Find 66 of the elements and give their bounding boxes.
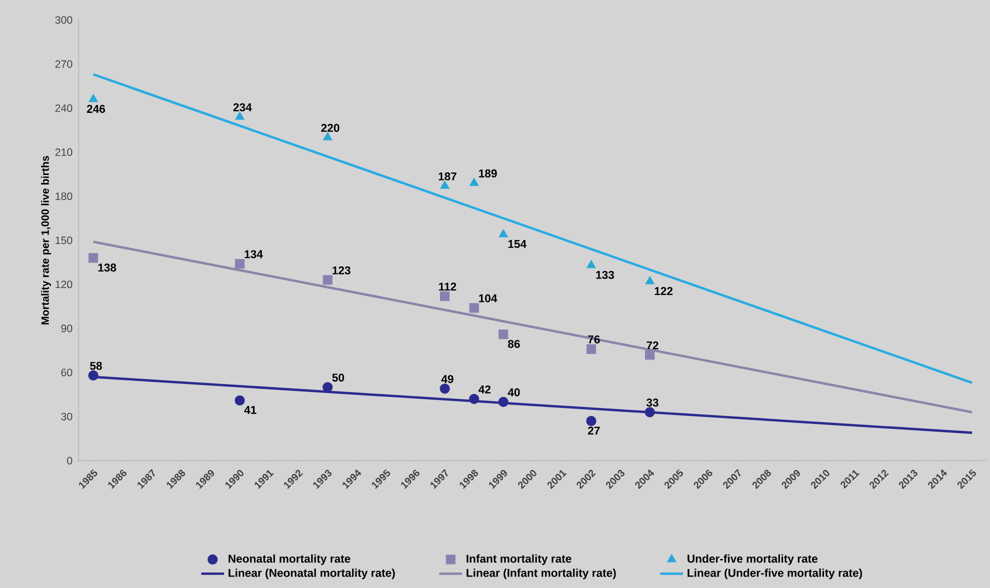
data-label: 49	[441, 375, 454, 384]
point	[88, 94, 98, 102]
data-label: 58	[90, 362, 102, 370]
data-label: 33	[646, 398, 658, 407]
data-label: 246	[86, 104, 106, 113]
data-label: 133	[596, 270, 614, 279]
legend-label: Linear (Under-five mortality rate)	[688, 568, 862, 580]
point	[234, 259, 245, 269]
point	[469, 394, 480, 404]
data-label: 122	[654, 287, 673, 295]
data-label: 112	[439, 282, 456, 291]
point	[322, 275, 332, 285]
point	[322, 382, 333, 392]
point	[586, 416, 596, 426]
point	[469, 303, 479, 313]
data-label: 27	[588, 426, 600, 435]
point	[440, 180, 450, 189]
legend-label: Linear (Infant mortality rate)	[466, 568, 616, 580]
data-label: 86	[508, 340, 520, 348]
data-label: 104	[479, 294, 498, 302]
data-label: 72	[646, 341, 658, 350]
point	[322, 132, 332, 140]
y-tick-label: 120	[56, 280, 72, 288]
point	[235, 112, 244, 120]
data-label: 134	[244, 250, 263, 258]
legend-label: Linear (Neonatal mortality rate)	[228, 568, 395, 580]
point	[234, 395, 245, 406]
data-label: 40	[508, 388, 520, 396]
legend-label: Under-five mortality rate	[688, 554, 818, 565]
y-tick-label: 270	[55, 60, 72, 68]
y-tick-label: 210	[55, 148, 72, 156]
y-tick-label: 60	[61, 368, 72, 376]
point	[644, 407, 655, 418]
y-tick-label: 300	[55, 16, 72, 24]
point	[88, 370, 98, 381]
point	[498, 229, 508, 238]
point	[469, 178, 479, 186]
point	[645, 276, 654, 284]
data-label: 189	[479, 169, 497, 178]
point	[440, 291, 450, 301]
legend-label: Neonatal mortality rate	[228, 554, 350, 565]
y-tick-label: 240	[55, 104, 72, 112]
data-label: 220	[321, 124, 340, 132]
point	[88, 253, 98, 263]
data-label: 50	[332, 374, 344, 382]
point	[645, 350, 655, 360]
data-label: 187	[438, 172, 456, 180]
data-label: 234	[233, 103, 252, 112]
data-label: 76	[588, 335, 600, 344]
data-label: 154	[508, 240, 526, 248]
data-label: 42	[478, 385, 491, 394]
point	[440, 384, 450, 394]
y-tick-label: 150	[56, 236, 72, 244]
point	[498, 330, 508, 340]
point	[498, 396, 508, 407]
data-label: 123	[332, 266, 350, 274]
y-axis-title: Mortality rate per 1,000 live births	[41, 156, 52, 324]
y-tick-label: 180	[56, 192, 72, 200]
y-tick-label: 90	[61, 324, 72, 332]
y-tick-label: 0	[67, 456, 72, 464]
point	[586, 260, 596, 268]
y-tick-label: 30	[61, 412, 72, 420]
point	[586, 344, 596, 354]
data-label: 138	[98, 264, 116, 272]
data-label: 41	[244, 406, 256, 414]
legend-label: Infant mortality rate	[466, 554, 572, 565]
